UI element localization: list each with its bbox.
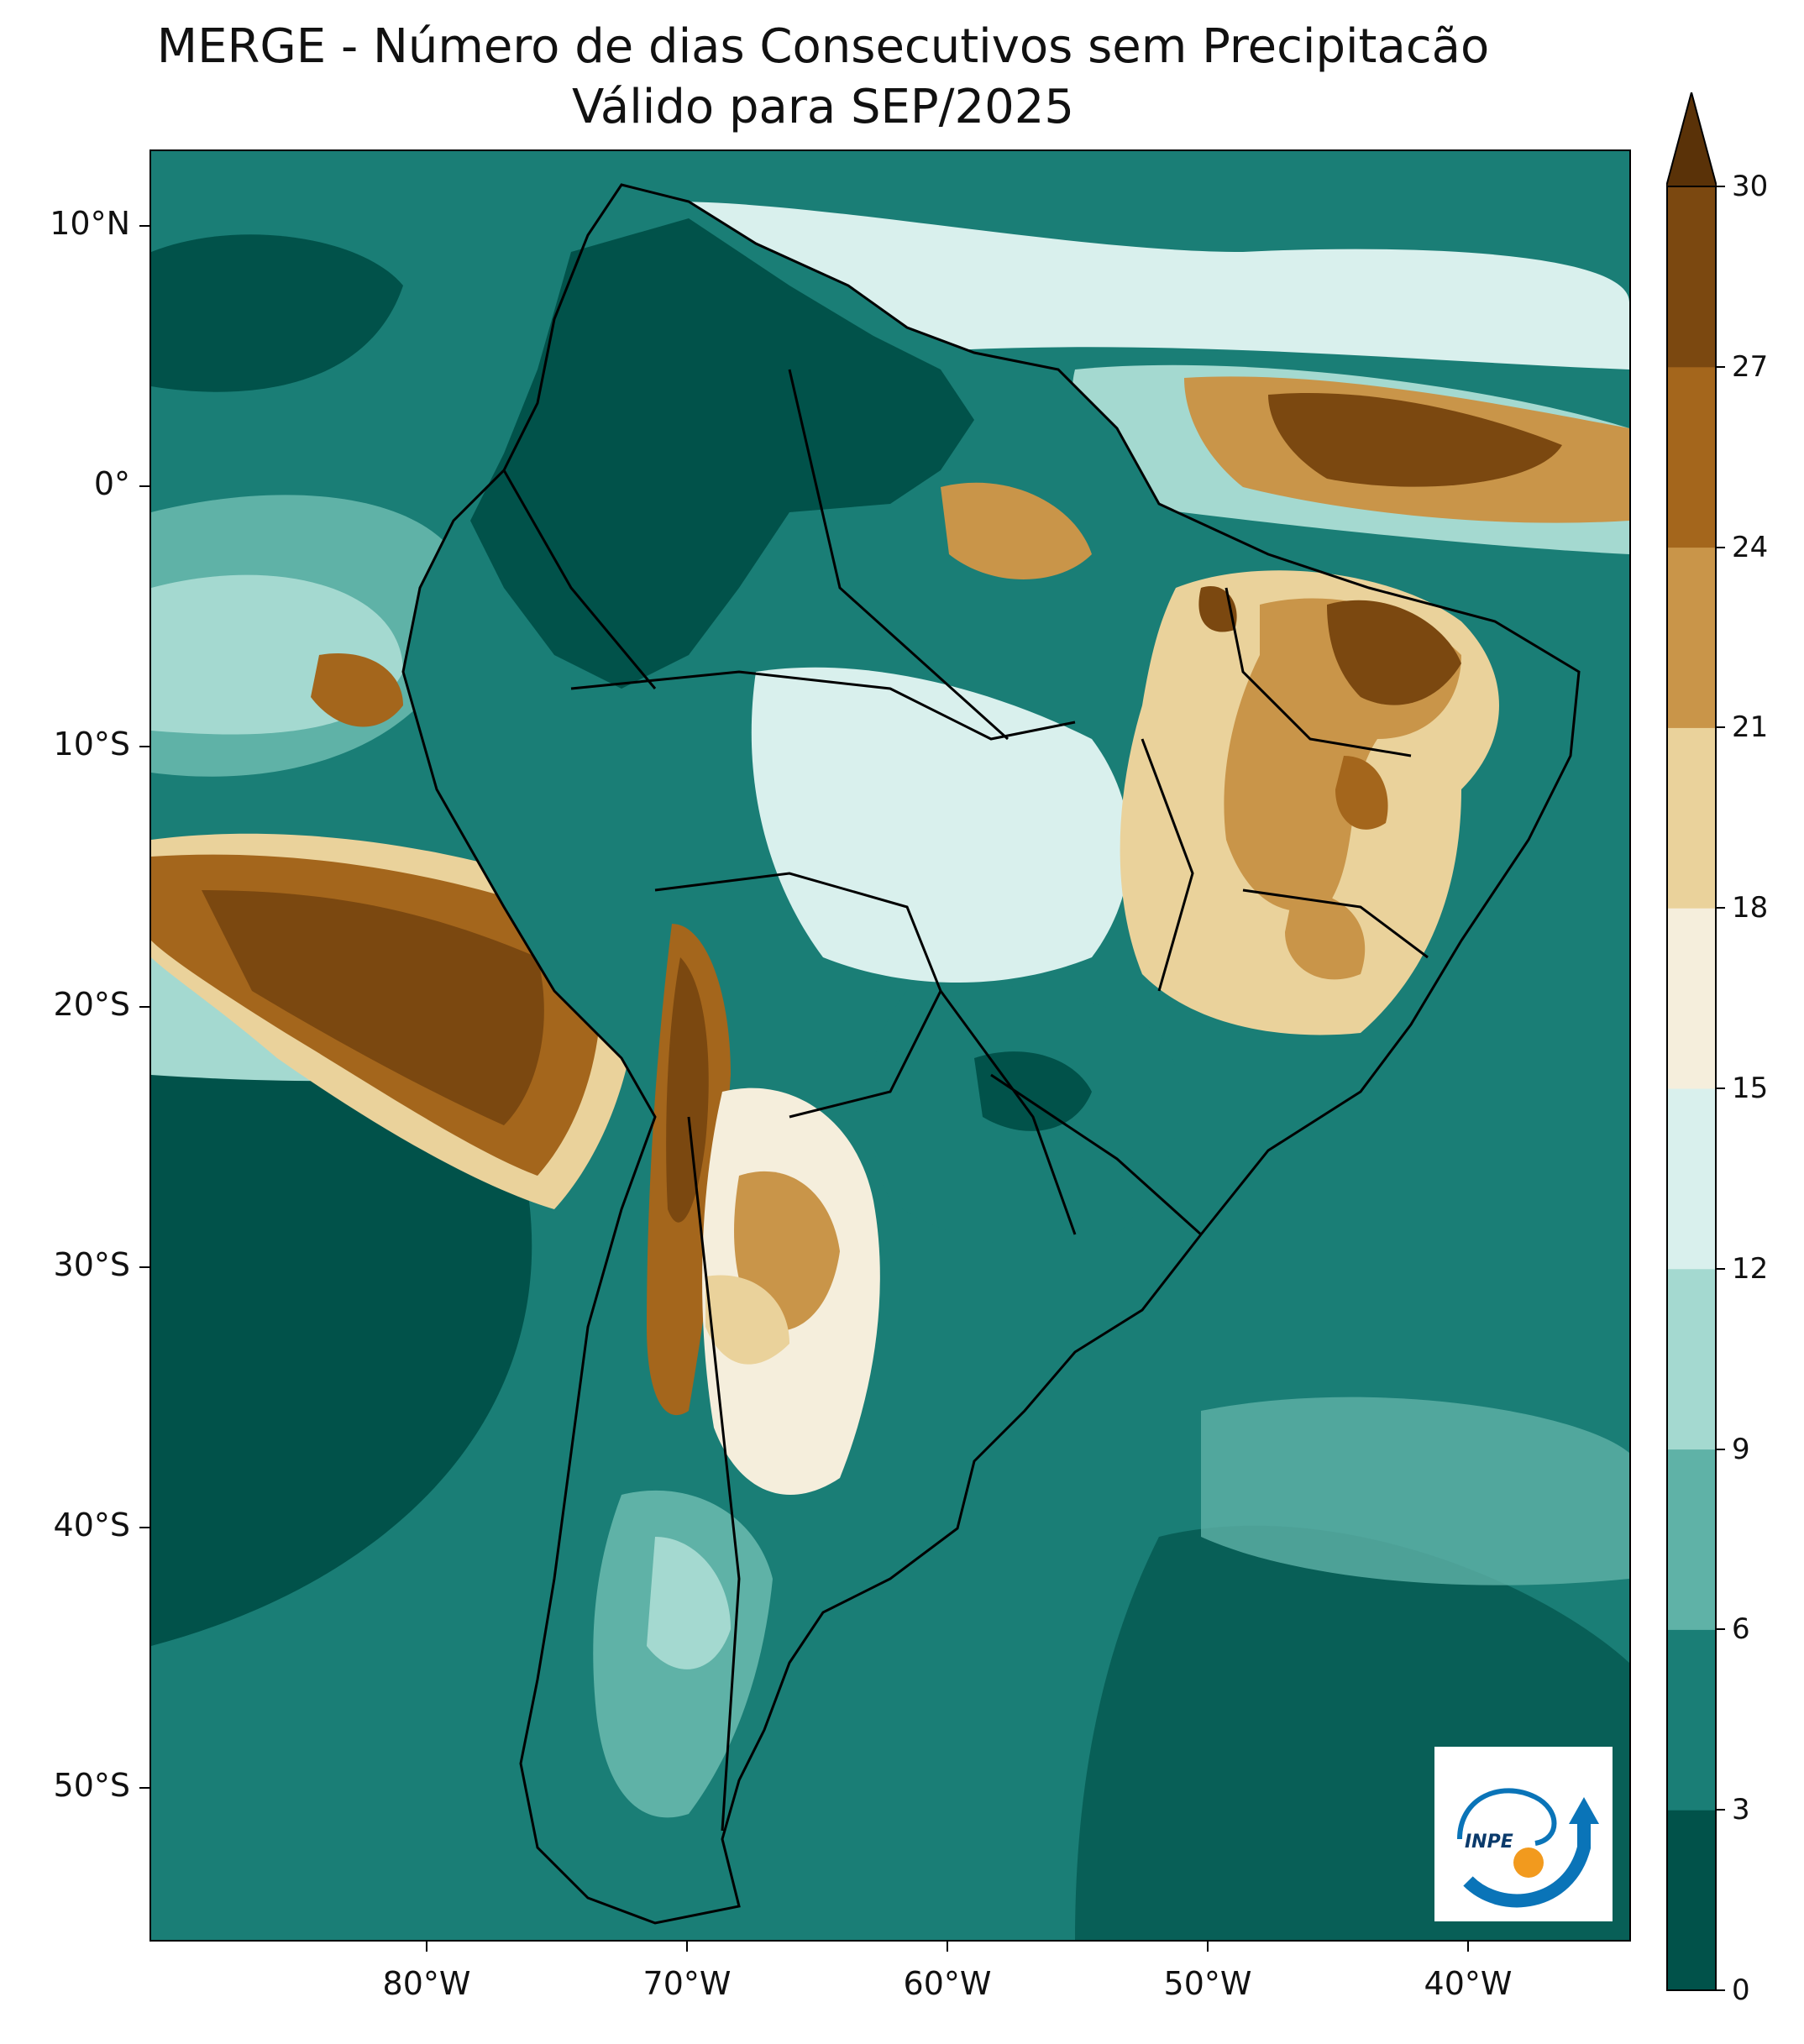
precipitation-map [149,149,1631,1942]
colorbar-segment [1667,908,1716,1089]
lat-label-20s: 20°S [53,986,130,1023]
colorbar-tick [1717,365,1725,368]
colorbar-segment [1667,1629,1716,1811]
colorbar-segment [1667,547,1716,728]
colorbar-tick [1717,1809,1725,1811]
lat-tick [139,1006,149,1008]
colorbar-segment [1667,1088,1716,1270]
lat-label-30s: 30°S [53,1246,130,1283]
colorbar-tick [1717,1448,1725,1450]
lon-tick [1467,1942,1469,1952]
lon-tick [1207,1942,1209,1952]
colorbar-tick [1717,1267,1725,1270]
lat-tick [139,225,149,227]
colorbar-tick-label: 15 [1732,1072,1769,1105]
lat-label-40s: 40°S [53,1507,130,1543]
lat-tick [139,485,149,487]
colorbar-tick [1717,1088,1725,1089]
lon-label-50w: 50°W [1163,1965,1252,2002]
colorbar-segment [1667,1810,1716,1991]
colorbar-tick-label: 18 [1732,891,1769,925]
lat-tick [139,1266,149,1268]
colorbar-tick [1717,186,1725,187]
colorbar-tick-label: 12 [1732,1251,1769,1286]
colorbar [1666,92,1717,1991]
colorbar-tick-label: 6 [1732,1612,1750,1647]
lat-tick [139,1787,149,1789]
colorbar-segment [1667,727,1716,909]
colorbar-segment [1667,366,1716,548]
lon-label-80w: 80°W [382,1965,471,2002]
colorbar-tick-label: 3 [1732,1793,1750,1827]
colorbar-tick [1717,546,1725,548]
lon-tick [686,1942,688,1952]
map-title-line-2: Válido para SEP/2025 [571,80,1075,134]
colorbar-tick [1717,726,1725,729]
lat-label-0: 0° [93,465,130,502]
colorbar-segment [1667,1449,1716,1630]
colorbar-tick [1717,1989,1725,1991]
colorbar-tick-label: 30 [1732,170,1769,203]
lat-tick [139,1527,149,1528]
lon-label-60w: 60°W [903,1965,992,2002]
lon-tick [426,1942,427,1952]
colorbar-segment [1667,1268,1716,1450]
lat-tick [139,746,149,747]
lon-tick [947,1942,948,1952]
lon-label-70w: 70°W [642,1965,732,2002]
colorbar-tick-label: 27 [1732,349,1769,384]
map-title-line-1: MERGE - Número de dias Consecutivos sem … [156,19,1490,74]
lat-label-50s: 50°S [53,1767,130,1804]
colorbar-tick-label: 21 [1732,710,1769,745]
logo-text: INPE [1465,1832,1513,1853]
lat-label-10n: 10°N [50,205,130,242]
colorbar-tick-label: 0 [1732,1973,1750,2007]
colorbar-tick [1717,907,1725,909]
inpe-logo: INPE [1434,1747,1613,1921]
lat-label-10s: 10°S [53,726,130,763]
colorbar-extend-arrow [1666,92,1717,187]
lon-label-40w: 40°W [1424,1965,1513,2002]
colorbar-tick [1717,1628,1725,1631]
colorbar-tick-label: 24 [1732,530,1769,564]
colorbar-segment [1667,186,1716,368]
colorbar-tick-label: 9 [1732,1432,1750,1466]
